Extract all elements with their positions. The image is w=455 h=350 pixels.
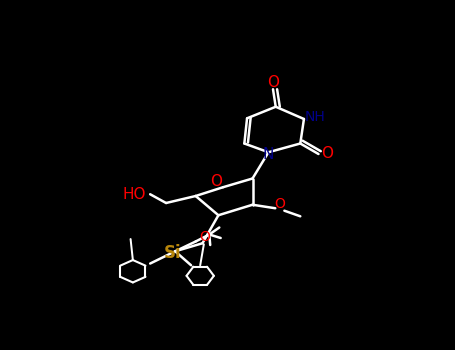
Text: N: N [263,147,274,161]
Text: Si: Si [164,244,182,262]
Text: HO: HO [122,187,146,202]
Text: NH: NH [305,110,326,124]
Text: O: O [210,175,222,189]
Text: O: O [199,230,210,244]
Text: O: O [274,197,285,211]
Text: O: O [267,75,279,90]
Text: O: O [322,147,334,161]
